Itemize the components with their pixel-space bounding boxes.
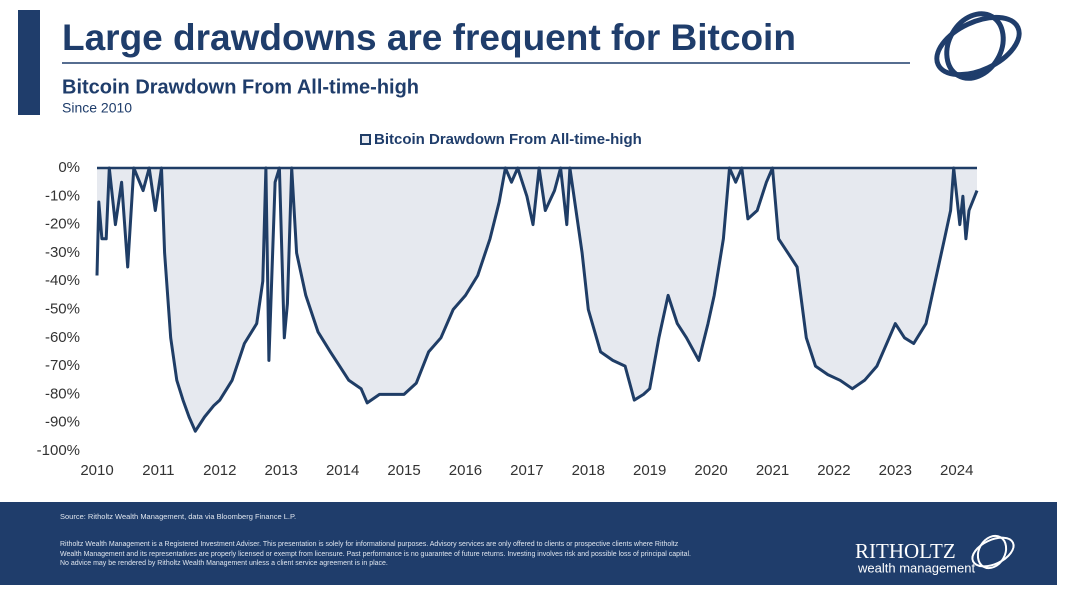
line: [95, 166, 979, 433]
x-tick-label: 2011: [142, 462, 174, 479]
legend-swatch: [360, 134, 371, 145]
y-tick-label: -80%: [45, 385, 80, 402]
brand: RITHOLTZ: [855, 539, 956, 563]
brand-sub: wealth management: [857, 560, 975, 575]
y-tick-label: 0%: [58, 159, 80, 176]
x-tick-label: 2020: [694, 462, 727, 479]
x-tick-label: 2018: [572, 462, 605, 479]
y-tick-label: -90%: [45, 414, 80, 431]
y-tick-label: -30%: [45, 244, 80, 261]
y-tick-label: -70%: [45, 357, 80, 374]
x-tick-label: 2024: [940, 462, 973, 479]
chart-note: Since 2010: [62, 100, 132, 116]
x-tick-label: 2022: [817, 462, 850, 479]
footer-band: [0, 502, 1057, 585]
footer-disclaimer: Ritholtz Wealth Management is a Register…: [60, 541, 691, 567]
x-tick-label: 2019: [633, 462, 666, 479]
x-tick-label: 2023: [879, 462, 912, 479]
chart-subtitle: Bitcoin Drawdown From All-time-high: [62, 76, 419, 98]
y-tick-label: -50%: [45, 300, 80, 317]
chart-title: Large drawdowns are frequent for Bitcoin: [62, 17, 796, 58]
y-tick-label: -40%: [45, 272, 80, 289]
area: [97, 168, 977, 432]
x-tick-label: 2013: [265, 462, 298, 479]
accent-bar: [18, 10, 40, 115]
x-tick-label: 2010: [80, 462, 113, 479]
y-tick-label: -20%: [45, 216, 80, 233]
x-tick-label: 2017: [510, 462, 543, 479]
brand-logo: [971, 534, 1015, 570]
x-tick-label: 2015: [387, 462, 420, 479]
y-tick-label: -10%: [45, 187, 80, 204]
x-tick-label: 2016: [449, 462, 482, 479]
x-tick-label: 2014: [326, 462, 359, 479]
x-tick-label: 2012: [203, 462, 236, 479]
footer-source: Source: Ritholtz Wealth Management, data…: [60, 512, 296, 521]
legend-label: Bitcoin Drawdown From All-time-high: [374, 131, 642, 148]
y-tick-label: -100%: [37, 442, 80, 459]
y-tick-label: -60%: [45, 329, 80, 346]
x-tick-label: 2021: [756, 462, 789, 479]
logo: [934, 11, 1022, 81]
